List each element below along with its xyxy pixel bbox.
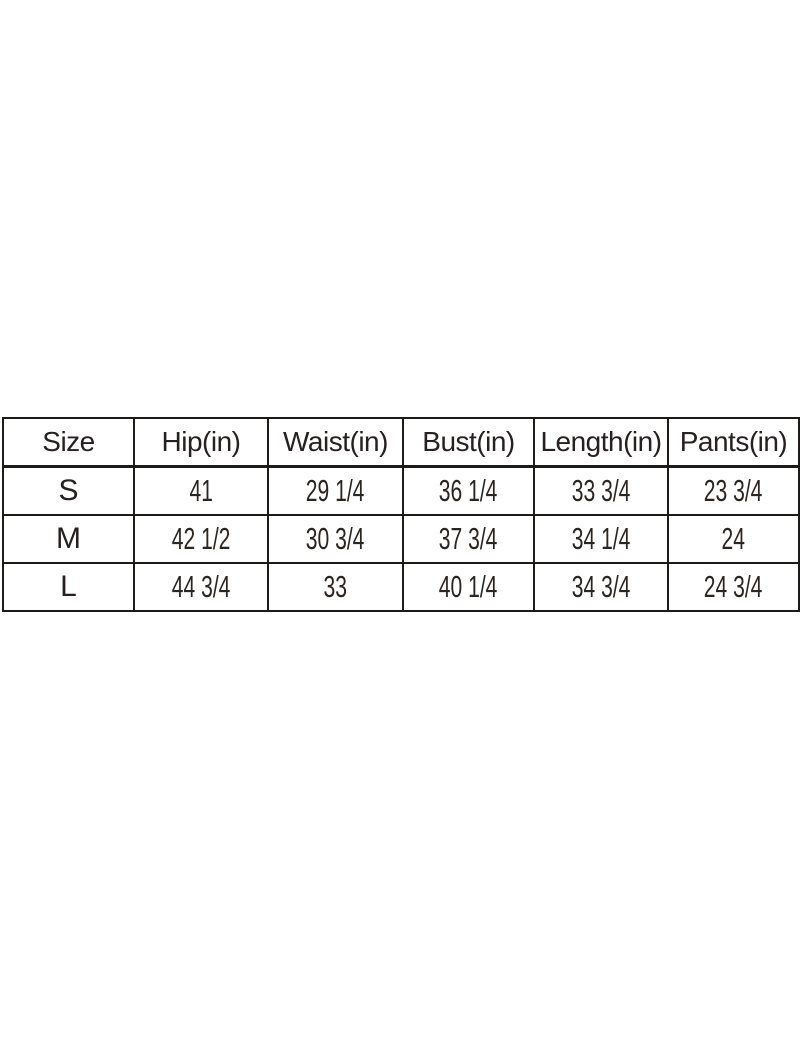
cell-m-waist: 30 3/4 (267, 514, 404, 564)
cell-value: 24 3/4 (704, 569, 763, 604)
size-chart-table: Size Hip(in) Waist(in) Bust(in) Length(i… (2, 417, 800, 612)
cell-value: 41 (189, 473, 213, 508)
cell-value: 42 1/2 (171, 521, 231, 556)
cell-s-length: 33 3/4 (533, 465, 669, 516)
header-cell-waist: Waist(in) (267, 417, 404, 468)
cell-value: 30 3/4 (306, 521, 365, 556)
cell-value: 33 (323, 569, 348, 604)
cell-m-pants: 24 (667, 514, 800, 564)
header-row: Size Hip(in) Waist(in) Bust(in) Length(i… (2, 417, 800, 468)
cell-s-pants: 23 3/4 (667, 465, 800, 516)
cell-m-hip: 42 1/2 (133, 514, 269, 564)
cell-value: 24 (721, 521, 746, 556)
cell-l-length: 34 3/4 (533, 562, 669, 612)
cell-s-waist: 29 1/4 (267, 465, 404, 516)
header-cell-bust: Bust(in) (402, 417, 535, 468)
cell-value: 23 3/4 (704, 473, 763, 508)
header-cell-hip: Hip(in) (133, 417, 269, 468)
cell-value: 33 3/4 (571, 473, 631, 508)
cell-value: 36 1/4 (439, 473, 498, 508)
cell-s-hip: 41 (133, 465, 269, 516)
cell-value: 44 3/4 (171, 569, 231, 604)
cell-m-bust: 37 3/4 (402, 514, 535, 564)
cell-l-hip: 44 3/4 (133, 562, 269, 612)
header-cell-length: Length(in) (533, 417, 669, 468)
cell-m-length: 34 1/4 (533, 514, 669, 564)
table-row-size-s: S 41 29 1/4 36 1/4 33 3/4 23 3/4 (2, 465, 800, 516)
cell-s-bust: 36 1/4 (402, 465, 535, 516)
size-label-s: S (2, 465, 135, 516)
size-label-l: L (2, 562, 135, 612)
cell-value: 37 3/4 (439, 521, 498, 556)
header-cell-size: Size (2, 417, 135, 468)
header-cell-pants: Pants(in) (667, 417, 800, 468)
cell-l-pants: 24 3/4 (667, 562, 800, 612)
cell-value: 34 3/4 (571, 569, 631, 604)
cell-l-waist: 33 (267, 562, 404, 612)
table-row-size-m: M 42 1/2 30 3/4 37 3/4 34 1/4 24 (2, 514, 800, 564)
table-row-size-l: L 44 3/4 33 40 1/4 34 3/4 24 3/4 (2, 562, 800, 612)
cell-value: 40 1/4 (439, 569, 498, 604)
cell-value: 34 1/4 (571, 521, 631, 556)
cell-value: 29 1/4 (306, 473, 365, 508)
size-label-m: M (2, 514, 135, 564)
cell-l-bust: 40 1/4 (402, 562, 535, 612)
